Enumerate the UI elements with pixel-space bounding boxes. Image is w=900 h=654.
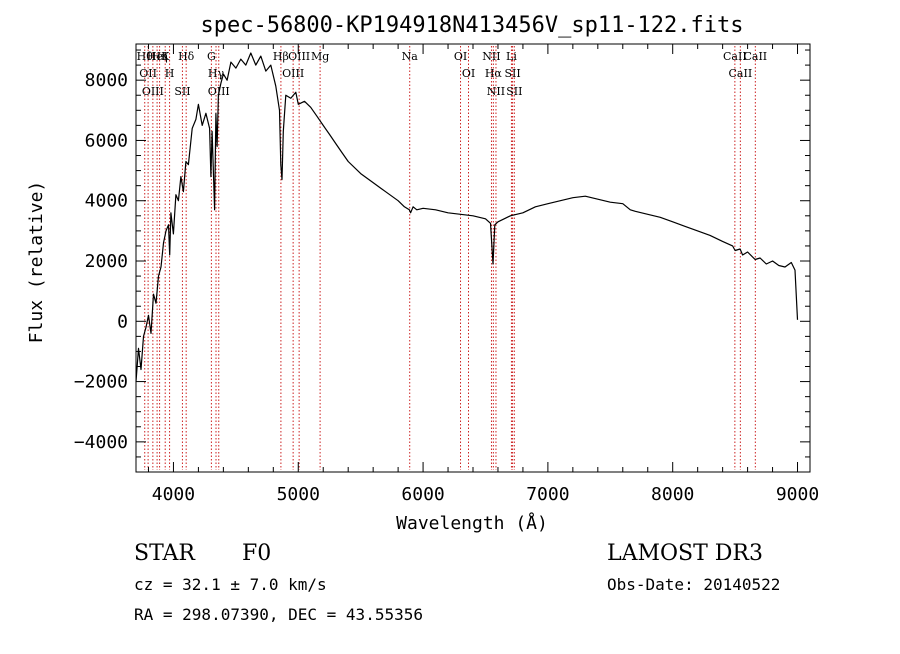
line-label-7: SII	[174, 85, 190, 98]
coordinates: RA = 298.07390, DEC = 43.55356	[134, 605, 423, 624]
x-tick-label-3: 7000	[526, 484, 569, 505]
line-label-20: Hα	[485, 67, 503, 80]
x-tick-label-2: 6000	[401, 484, 444, 505]
y-tick-label-1: −2000	[74, 372, 128, 393]
line-label-14: OIII	[288, 50, 310, 63]
line-label-22: Li	[506, 50, 517, 63]
y-tick-label-4: 4000	[85, 191, 128, 212]
y-tick-label-2: 0	[117, 311, 128, 332]
line-label-0: Hθ	[137, 50, 154, 63]
line-label-4: Hη	[151, 50, 167, 63]
line-label-2: OIII	[142, 85, 164, 98]
line-label-3: HeI	[147, 50, 167, 63]
line-label-1: OII	[139, 67, 157, 80]
line-label-6: H	[165, 67, 175, 80]
x-tick-label-1: 5000	[277, 484, 320, 505]
plot-frame	[135, 43, 811, 473]
chart-title: spec-56800-KP194918N413456V_sp11-122.fit…	[200, 13, 743, 38]
line-label-16: Na	[402, 50, 419, 63]
y-tick-labels: −4000 −2000 0 2000 4000 6000 8000	[74, 70, 128, 453]
spectrum-series-line	[135, 52, 799, 382]
line-label-15: Mg	[311, 50, 329, 63]
line-label-17: OI	[454, 50, 467, 63]
line-label-13: OIII	[282, 67, 304, 80]
line-label-26: CaII	[729, 67, 753, 80]
line-label-9: G	[207, 50, 216, 63]
line-label-8: Hδ	[178, 50, 195, 63]
redshift-cz: cz = 32.1 ± 7.0 km/s	[134, 575, 327, 594]
y-tick-label-6: 8000	[85, 70, 128, 91]
line-label-24: SII	[506, 85, 522, 98]
line-label-27: CaII	[743, 50, 767, 63]
x-tick-label-5: 9000	[776, 484, 819, 505]
x-tick-label-0: 4000	[152, 484, 195, 505]
survey-name: LAMOST DR3	[607, 541, 763, 566]
axis-ticks	[136, 44, 810, 473]
line-label-25: CaII	[723, 50, 747, 63]
line-label-23: SII	[504, 67, 520, 80]
line-label-10: Hγ	[208, 67, 225, 80]
line-label-12: Hβ	[273, 50, 289, 63]
x-axis-label: Wavelength (Å)	[396, 512, 548, 534]
line-label-19: NII	[482, 50, 500, 63]
observation-date: Obs-Date: 20140522	[607, 575, 780, 594]
y-tick-label-0: −4000	[74, 432, 128, 453]
object-subclass: F0	[242, 541, 271, 566]
line-label-5: K	[161, 50, 170, 63]
object-class: STAR	[134, 541, 196, 566]
line-label-21: NII	[487, 85, 505, 98]
y-tick-label-5: 6000	[85, 130, 128, 151]
x-tick-label-4: 8000	[651, 484, 694, 505]
x-tick-labels: 4000 5000 6000 7000 8000 9000	[152, 484, 819, 505]
line-label-18: OI	[462, 67, 475, 80]
y-axis-label: Flux (relative)	[26, 181, 47, 344]
y-tick-label-3: 2000	[85, 251, 128, 272]
spectral-line-markers	[144, 46, 756, 470]
